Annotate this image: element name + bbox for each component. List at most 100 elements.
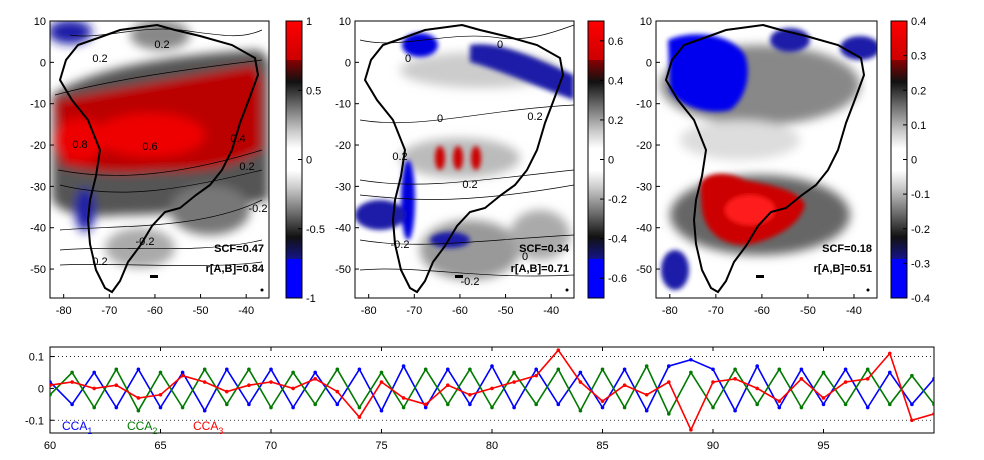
- map-1-contour-labels: 0.2 0.2 0.8 0.6 0.4 0.2 -0.2 -0.2 0.2: [72, 39, 267, 268]
- colorbar-tick-label: 0.4: [911, 16, 926, 28]
- map-2-negative-west: [401, 160, 415, 240]
- y-tick-label: 10: [640, 16, 652, 28]
- contour-label: 0.2: [527, 111, 542, 123]
- data-point-cca2: [379, 370, 384, 375]
- data-point-cca1: [865, 405, 870, 410]
- data-point-cca3: [92, 386, 96, 391]
- x-tick-label: -40: [846, 305, 862, 317]
- data-point-cca3: [512, 380, 516, 384]
- colorbar-tick-label: 0.3: [911, 51, 926, 63]
- data-point-cca3: [910, 418, 914, 423]
- colorbar-tick-label: -1: [306, 293, 316, 305]
- map-panel-2: 0 0 0 0.2 0.2 0.2 -0.2 -0.2 0 SCF=0.34 r[A,B]=0.…: [335, 16, 627, 317]
- data-point-cca1: [247, 402, 251, 407]
- x-tick-label: 90: [707, 440, 719, 452]
- y-tick-label: -20: [636, 140, 652, 152]
- data-point-cca1: [401, 364, 406, 368]
- data-point-cca1: [932, 377, 934, 381]
- data-point-cca1: [70, 402, 74, 407]
- data-point-cca3: [799, 377, 804, 381]
- map-3-negative-north: [668, 34, 748, 112]
- data-point-cca3: [888, 351, 892, 356]
- contour-label: 0.2: [462, 179, 477, 191]
- legend-cca1-main: CCA: [62, 419, 87, 433]
- map-3-gray-center: [680, 120, 800, 160]
- data-point-cca1: [335, 402, 340, 407]
- data-point-cca1: [379, 408, 384, 413]
- x-tick-label: -60: [147, 305, 163, 317]
- data-point-cca3: [843, 380, 848, 384]
- map-2-positive-spot-3: [471, 146, 481, 170]
- data-point-cca3: [291, 386, 295, 391]
- map-1-gray-south: [105, 228, 175, 268]
- data-point-cca3: [777, 399, 782, 403]
- data-point-cca2: [313, 402, 318, 407]
- x-tick-label: -50: [800, 305, 816, 317]
- y-tick-label: 0: [646, 57, 652, 69]
- data-point-cca3: [379, 380, 384, 384]
- colorbar-tick-label: -0.1: [911, 189, 930, 201]
- data-point-cca2: [114, 367, 119, 372]
- data-point-cca2: [335, 367, 340, 372]
- colorbar-tick-label: -0.4: [911, 293, 930, 305]
- data-point-cca2: [755, 402, 759, 407]
- legend-cca2: CCA2: [127, 419, 157, 436]
- data-point-cca1: [711, 367, 715, 372]
- map-1-y-ticks: 10 0 -10 -20 -30 -40 -50: [30, 16, 54, 276]
- data-point-cca2: [600, 367, 605, 372]
- map-panel-3: SCF=0.18 r[A,B]=0.51 -80 -70 -60 -50 -40 10 0…: [636, 16, 930, 317]
- contour-label: -0.2: [249, 203, 268, 215]
- y-tick-label: 0.1: [29, 352, 44, 364]
- data-point-cca2: [357, 405, 362, 410]
- data-point-cca1: [689, 357, 693, 362]
- x-tick-label: -70: [708, 305, 724, 317]
- data-point-cca2: [843, 402, 848, 407]
- map-2-island-dot: [565, 288, 569, 292]
- y-tick-label: -40: [636, 223, 652, 235]
- map-2-y-ticks: 10 0 -10 -20 -30 -40 -50: [335, 16, 359, 276]
- data-point-cca2: [910, 373, 914, 378]
- y-tick-label: -20: [335, 140, 351, 152]
- x-tick-label: 65: [154, 440, 166, 452]
- data-point-cca3: [932, 412, 934, 416]
- colorbar-2-ticks: 0.6 0.4 0.2 0 -0.2 -0.4 -0.6: [600, 36, 627, 285]
- data-point-cca1: [600, 405, 605, 410]
- data-point-cca1: [799, 367, 804, 372]
- data-point-cca1: [468, 402, 472, 407]
- data-point-cca3: [578, 380, 583, 384]
- data-point-cca2: [269, 405, 273, 410]
- data-point-cca3: [202, 380, 207, 384]
- data-point-cca2: [291, 370, 295, 375]
- data-point-cca3: [247, 383, 251, 388]
- data-point-cca3: [622, 383, 627, 388]
- colorbar-tick-label: 1: [306, 16, 312, 28]
- y-tick-label: 10: [34, 16, 46, 28]
- map-1-gray-north: [130, 21, 190, 50]
- colorbar-3-ticks: 0.4 0.3 0.2 0.1 0 -0.1 -0.2 -0.3 -0.4: [903, 16, 930, 305]
- map-2-positive-spot-2: [453, 146, 463, 170]
- data-point-cca1: [644, 408, 649, 413]
- y-tick-label: -30: [335, 181, 351, 193]
- data-point-cca1: [910, 402, 914, 407]
- data-point-cca3: [114, 383, 119, 388]
- contour-label: 0.8: [72, 139, 87, 151]
- data-point-cca2: [50, 392, 52, 397]
- map-1-gray-southeast: [170, 185, 250, 235]
- colorbar-tick-label: 0.2: [608, 115, 623, 127]
- data-point-cca3: [821, 396, 826, 400]
- data-point-cca1: [490, 364, 494, 368]
- colorbar-tick-label: 0.6: [608, 36, 623, 48]
- map-3-negative-east: [840, 36, 877, 60]
- data-point-cca1: [534, 367, 538, 372]
- data-point-cca2: [821, 370, 826, 375]
- x-tick-label: -40: [238, 305, 254, 317]
- y-tick-label: -0.1: [25, 415, 44, 427]
- legend-cca1: CCA1: [62, 419, 92, 436]
- map-3-y-ticks: 10 0 -10 -20 -30 -40 -50: [636, 16, 660, 276]
- data-point-cca2: [711, 405, 715, 410]
- x-tick-label: 85: [596, 440, 608, 452]
- time-series-x-ticks: 60 65 70 75 80 85 90 95: [44, 347, 830, 452]
- map-1-positive-core: [95, 113, 205, 157]
- data-point-cca3: [423, 402, 428, 407]
- x-tick-label: 70: [265, 440, 277, 452]
